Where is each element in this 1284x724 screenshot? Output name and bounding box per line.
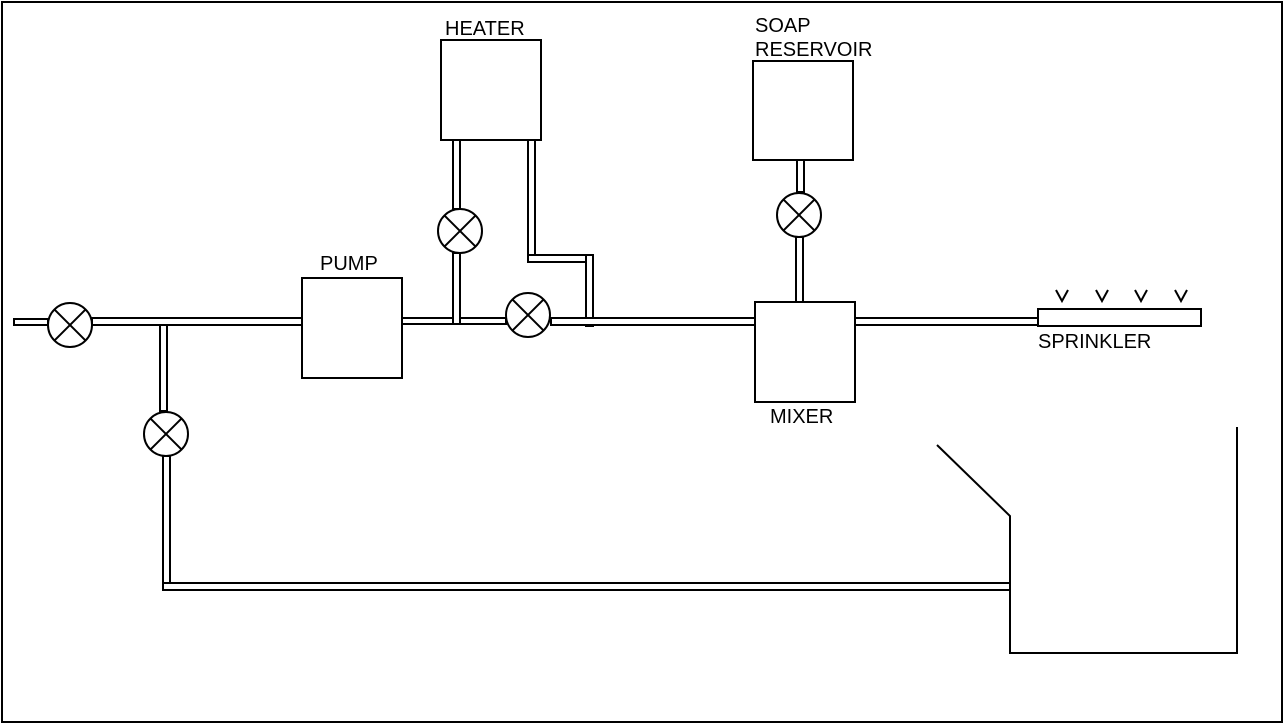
spray-nozzle-icon (1174, 289, 1188, 304)
pump-label: PUMP (320, 253, 378, 275)
bypass-pipe-upper (159, 324, 168, 412)
soap-pipe-lower (795, 236, 804, 303)
soap-valve-icon (776, 192, 822, 238)
collection-tank (936, 427, 1238, 654)
heater-valve-icon (437, 208, 483, 254)
sprinkler-bar (1037, 308, 1202, 327)
sprinkler-label: SPRINKLER (1038, 331, 1151, 353)
soap-label-line2: RESERVOIR (755, 39, 872, 61)
soap-label-line1: SOAP (755, 15, 811, 37)
return-pipe (162, 582, 1011, 591)
mixer-label: MIXER (770, 406, 833, 428)
heater-feed-pipe-lower (452, 252, 461, 325)
sprinkler-feed-pipe (854, 317, 1040, 326)
mixer-inlet-pipe (550, 317, 757, 326)
spray-nozzle-icon (1134, 289, 1148, 304)
pump-inlet-pipe (91, 317, 303, 326)
heater-label: HEATER (445, 18, 525, 40)
heater-feed-pipe-upper (452, 139, 461, 210)
inlet-valve-icon (47, 302, 93, 348)
heater-return-drop (585, 254, 594, 327)
spray-nozzles (1055, 289, 1188, 304)
bypass-pipe-lower (162, 455, 171, 588)
spray-nozzle-icon (1095, 289, 1109, 304)
soap-pipe-upper (796, 159, 805, 193)
heater-return-elbow (527, 254, 594, 263)
pump-box (301, 277, 403, 379)
heater-box (440, 39, 542, 141)
mixer-box (754, 301, 856, 403)
soap-reservoir-box (752, 60, 854, 161)
inlet-pipe (13, 318, 49, 326)
pipe-network (13, 139, 1040, 591)
heater-return-pipe (527, 139, 536, 262)
pump-outlet-valve-icon (505, 292, 551, 338)
bypass-valve-icon (143, 411, 189, 457)
spray-nozzle-icon (1055, 289, 1069, 304)
